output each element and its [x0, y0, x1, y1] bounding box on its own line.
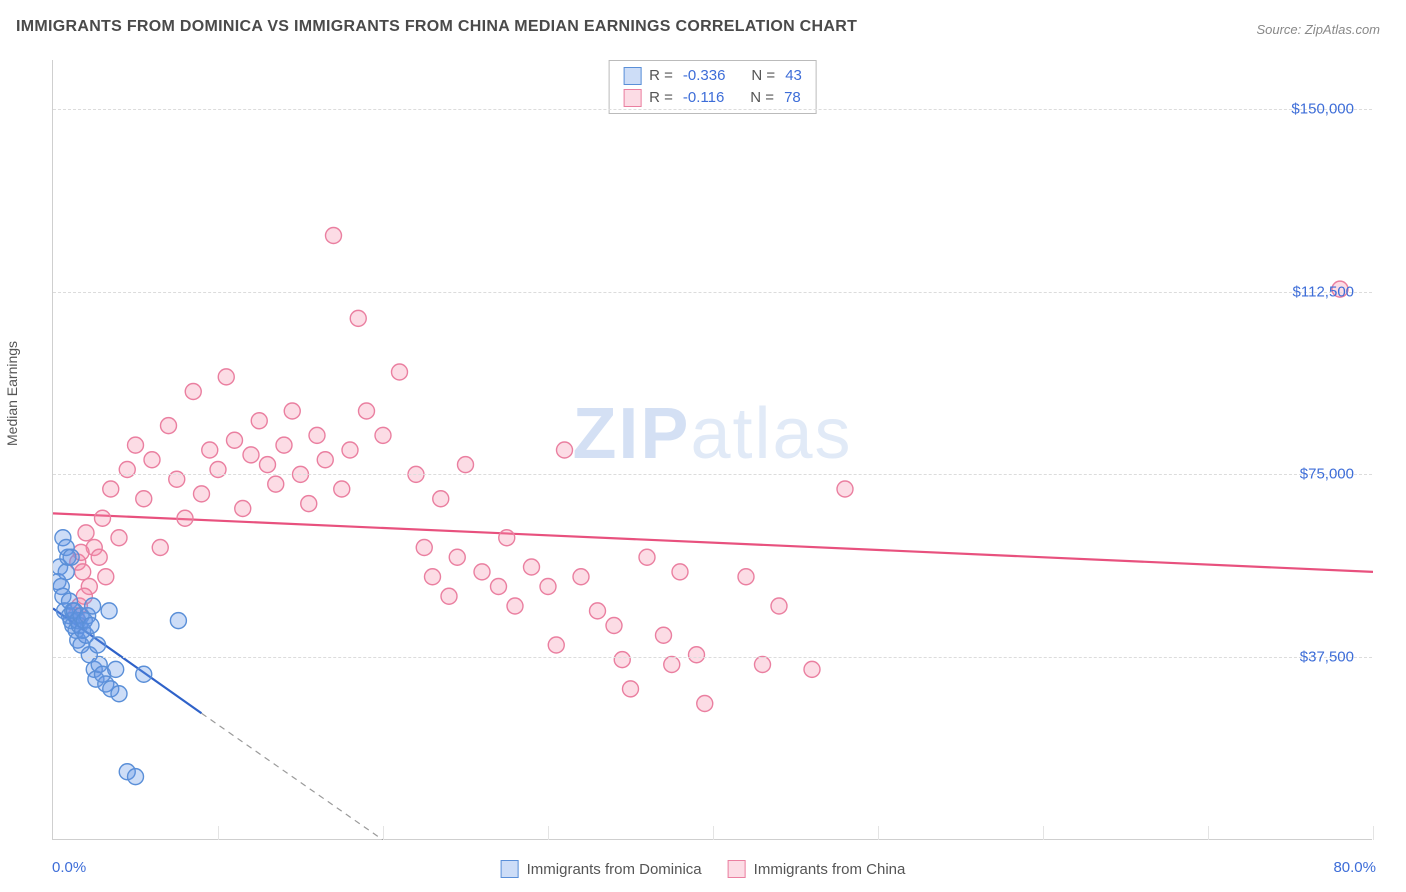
series-name-china: Immigrants from China — [754, 861, 906, 878]
swatch-china — [728, 860, 746, 878]
swatch-dominica — [501, 860, 519, 878]
chart-title: IMMIGRANTS FROM DOMINICA VS IMMIGRANTS F… — [16, 18, 857, 36]
y-axis-label: Median Earnings — [4, 341, 20, 446]
legend-item-china: Immigrants from China — [728, 860, 906, 878]
r-label: R = — [649, 65, 673, 87]
x-axis-max: 80.0% — [1333, 859, 1376, 876]
series-legend: Immigrants from Dominica Immigrants from… — [501, 860, 906, 878]
source-attribution: Source: ZipAtlas.com — [1256, 22, 1380, 37]
x-axis-min: 0.0% — [52, 859, 86, 876]
n-label: N = — [751, 65, 775, 87]
y-tick-label: $112,500 — [1293, 283, 1354, 300]
n-value-china: 78 — [784, 87, 801, 109]
n-label: N = — [750, 87, 774, 109]
y-tick-label: $37,500 — [1300, 649, 1354, 666]
plot-area: ZIPatlas R = -0.336 N = 43 R = -0.116 N … — [52, 60, 1372, 840]
y-tick-label: $150,000 — [1291, 100, 1354, 117]
legend-row-china: R = -0.116 N = 78 — [623, 87, 802, 109]
scatter-svg — [53, 60, 1373, 840]
correlation-legend: R = -0.336 N = 43 R = -0.116 N = 78 — [608, 60, 817, 114]
r-value-dominica: -0.336 — [683, 65, 726, 87]
r-value-china: -0.116 — [683, 87, 724, 109]
swatch-dominica — [623, 67, 641, 85]
legend-row-dominica: R = -0.336 N = 43 — [623, 65, 802, 87]
swatch-china — [623, 89, 641, 107]
series-name-dominica: Immigrants from Dominica — [527, 861, 702, 878]
y-tick-label: $75,000 — [1300, 466, 1354, 483]
r-label: R = — [649, 87, 673, 109]
n-value-dominica: 43 — [785, 65, 802, 87]
legend-item-dominica: Immigrants from Dominica — [501, 860, 702, 878]
